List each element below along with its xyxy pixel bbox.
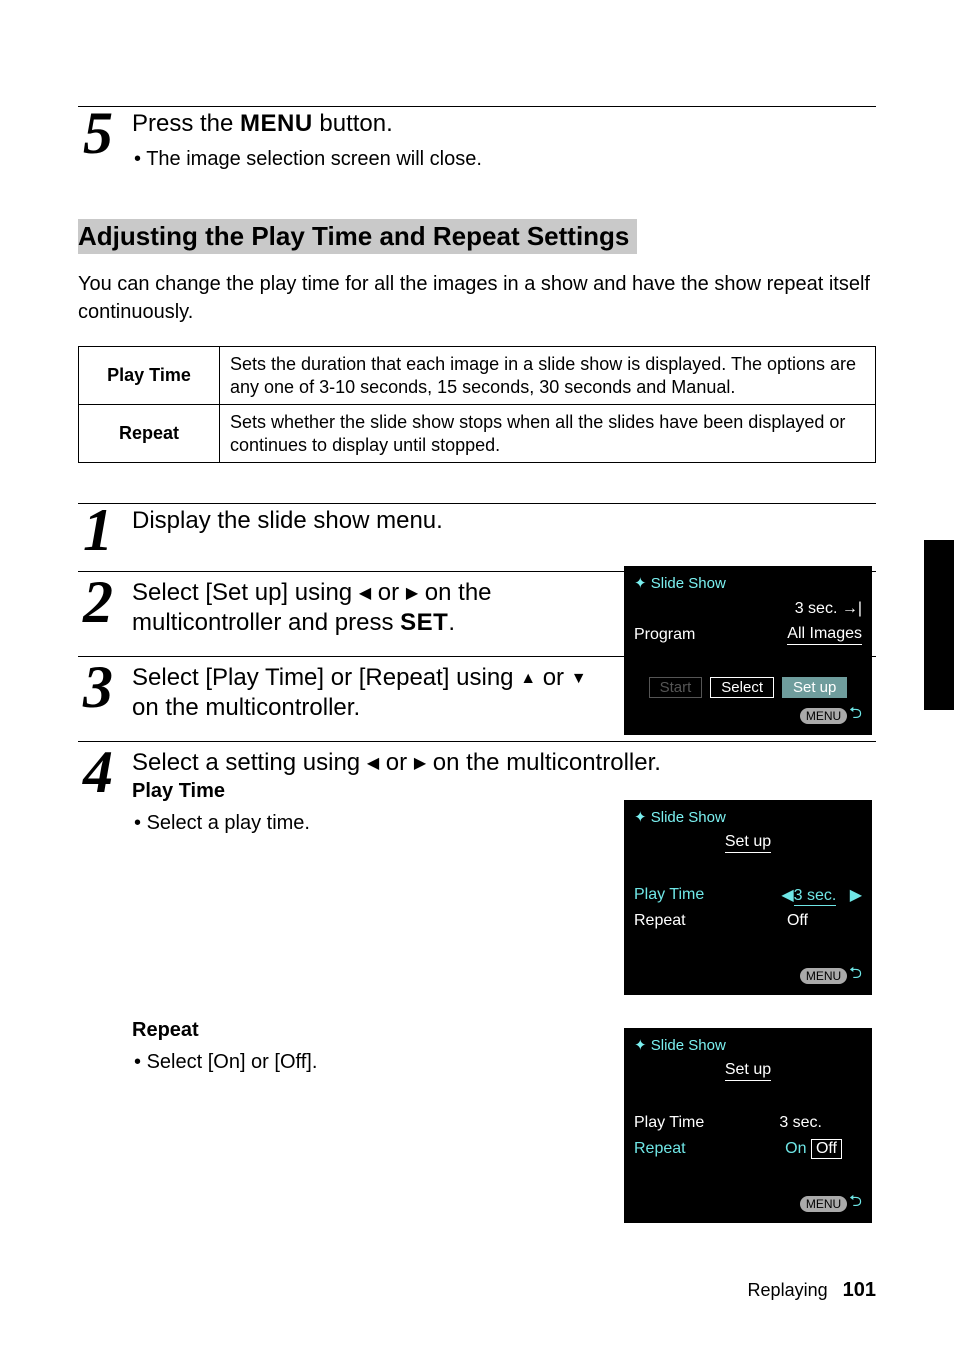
- screen-time: 3 sec. →|: [795, 600, 862, 618]
- screen-start-button: Start: [649, 677, 703, 698]
- page-footer: Replaying 101: [748, 1279, 876, 1302]
- text: Select [Set up] using: [132, 579, 359, 606]
- up-arrow-icon: ▲: [520, 670, 536, 687]
- text: Slide Show: [651, 1037, 726, 1054]
- text: 3 sec.: [794, 887, 837, 906]
- options-table: Play Time Sets the duration that each im…: [78, 346, 876, 463]
- text: Press the: [132, 110, 240, 137]
- screen-title: ✦ Slide Show: [634, 1036, 726, 1054]
- text: Select a setting using: [132, 749, 367, 776]
- forward-icon: →|: [842, 600, 862, 617]
- text: or: [371, 579, 406, 606]
- section-title: Adjusting the Play Time and Repeat Setti…: [78, 219, 637, 254]
- step5-bullet: The image selection screen will close.: [132, 145, 876, 173]
- back-icon: ⮌: [849, 702, 862, 729]
- table-row: Play Time Sets the duration that each im…: [79, 347, 876, 405]
- side-tab: [924, 540, 954, 710]
- text: or: [379, 749, 414, 776]
- text: Select [Play Time] or [Repeat] using: [132, 664, 520, 691]
- back-icon: ⮌: [849, 962, 862, 989]
- screen-title: ✦ Slide Show: [634, 808, 726, 826]
- screen-playtime-label: Play Time: [634, 886, 704, 904]
- screen-repeat-on: On: [785, 1140, 806, 1157]
- step1-heading: Display the slide show menu.: [132, 506, 876, 536]
- right-arrow-icon: ▶: [414, 755, 426, 772]
- screen-playtime-value: 3 sec.: [779, 1114, 862, 1132]
- camera-screen-3: ✦ Slide Show Set up Play Time 3 sec. Rep…: [624, 1028, 872, 1223]
- right-arrow-icon: ▶: [406, 585, 418, 602]
- screen-repeat-value: Off: [787, 912, 862, 930]
- text: button.: [313, 110, 393, 137]
- step-number: 4: [78, 750, 118, 795]
- screen-setup-button: Set up: [782, 677, 847, 698]
- screen-program-value: All Images: [787, 625, 862, 645]
- set-word: SET: [400, 609, 448, 636]
- table-row: Repeat Sets whether the slide show stops…: [79, 405, 876, 463]
- screen-menu-badge: MENU: [800, 708, 847, 724]
- left-arrow-icon: ◀: [359, 585, 371, 602]
- text: .: [448, 609, 455, 636]
- left-arrow-icon: ◀: [367, 755, 379, 772]
- screen-menu-badge: MENU: [800, 1196, 847, 1212]
- screen-setup-label: Set up: [725, 833, 771, 853]
- step5-heading: Press the MENU button.: [132, 109, 876, 139]
- rule: [78, 741, 876, 742]
- screen-menu-badge: MENU: [800, 968, 847, 984]
- screen-select-button: Select: [710, 677, 774, 698]
- page-number: 101: [843, 1279, 876, 1301]
- row-desc: Sets the duration that each image in a s…: [220, 347, 876, 405]
- camera-screen-2: ✦ Slide Show Set up Play Time ◀3 sec. ▶ …: [624, 800, 872, 995]
- screen-repeat-label: Repeat: [634, 1140, 686, 1158]
- down-arrow-icon: ▼: [571, 670, 587, 687]
- row-label: Repeat: [79, 405, 220, 463]
- screen-repeat-label: Repeat: [634, 912, 686, 930]
- step2-heading: Select [Set up] using ◀ or ▶ on the mult…: [132, 578, 562, 638]
- screen-playtime-value: ◀3 sec. ▶: [781, 885, 862, 905]
- text: Slide Show: [651, 809, 726, 826]
- lead-text: You can change the play time for all the…: [78, 270, 876, 326]
- text: or: [536, 664, 571, 691]
- menu-word: MENU: [240, 110, 313, 137]
- screen-program-label: Program: [634, 626, 695, 644]
- row-desc: Sets whether the slide show stops when a…: [220, 405, 876, 463]
- screen-setup-label: Set up: [725, 1061, 771, 1081]
- camera-screen-1: ✦ Slide Show 3 sec. →| Program All Image…: [624, 566, 872, 735]
- text: on the multicontroller.: [132, 694, 360, 721]
- step4-heading: Select a setting using ◀ or ▶ on the mul…: [132, 748, 876, 778]
- text: Slide Show: [651, 575, 726, 592]
- step3-heading: Select [Play Time] or [Repeat] using ▲ o…: [132, 663, 602, 723]
- screen-playtime-label: Play Time: [634, 1114, 704, 1132]
- step-number: 3: [78, 665, 118, 710]
- screen-title: ✦ Slide Show: [634, 574, 726, 592]
- screen-repeat-value: On Off: [785, 1139, 862, 1159]
- back-icon: ⮌: [849, 1190, 862, 1217]
- step-number: 2: [78, 580, 118, 625]
- step-number: 5: [78, 111, 118, 156]
- row-label: Play Time: [79, 347, 220, 405]
- footer-label: Replaying: [748, 1280, 828, 1300]
- screen-repeat-off: Off: [811, 1139, 842, 1159]
- step-number: 1: [78, 508, 118, 553]
- text: on the multicontroller.: [426, 749, 661, 776]
- text: 3 sec.: [795, 600, 838, 617]
